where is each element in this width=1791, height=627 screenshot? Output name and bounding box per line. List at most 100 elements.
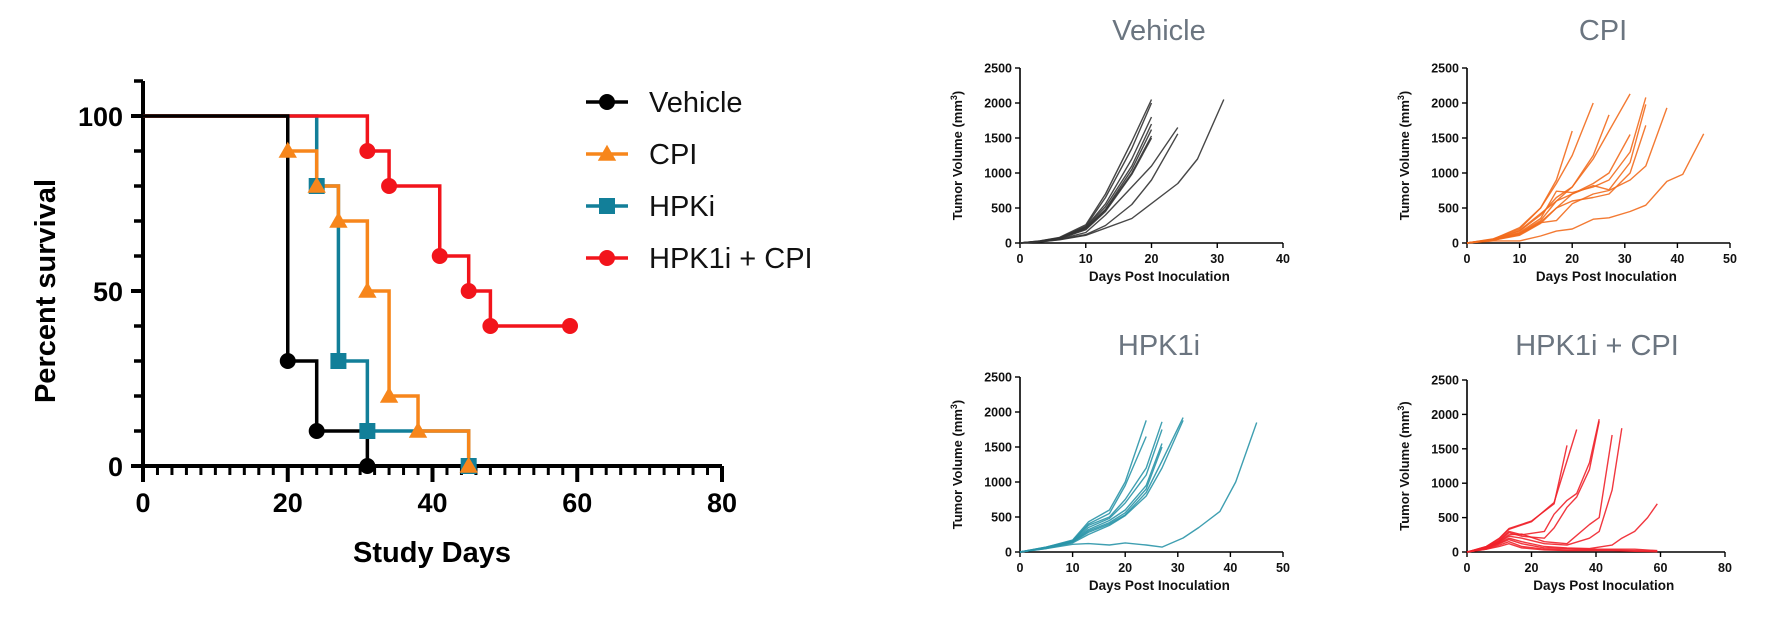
y-tick-label: 2500 [984,62,1012,76]
y-tick-label: 500 [1438,511,1459,525]
survival-line-vehicle [143,114,370,466]
growth-curve [1019,99,1225,244]
survival-marker-hpk1i-cpi [482,318,499,334]
survival-marker-cpi [358,281,377,298]
legend-item: HPKi [586,191,715,223]
y-tick-label: 2500 [1431,374,1459,388]
growth-curve [1466,538,1658,553]
legend-item: CPI [586,139,697,171]
y-axis-label-superscript: 3 [949,95,959,100]
x-tick-label: 0 [1464,561,1471,575]
x-tick-label: 40 [1276,252,1290,266]
growth-curve [1466,93,1631,244]
y-tick-label: 0 [1005,546,1012,560]
y-tick-label: 50 [93,277,123,307]
y-tick-label: 2000 [1431,408,1459,422]
legend-marker-triangle [597,144,617,161]
growth-curve [1466,104,1647,244]
x-tick-label: 40 [1589,561,1603,575]
survival-chart: 0 50 100 0 20 40 60 80 Percent survival Study D… [30,79,813,569]
x-axis-label: Days Post Inoculation [1536,269,1677,284]
survival-marker-hpk1i-cpi [359,143,376,159]
survival-marker-cpi [408,421,428,438]
survival-marker-vehicle [279,353,296,369]
x-axis-label: Days Post Inoculation [1089,578,1230,593]
survival-line-hpki [143,114,471,466]
y-tick-label: 1500 [1431,132,1459,146]
y-axis-label-end: ) [950,400,965,404]
y-axis-label-superscript: 3 [949,404,959,409]
legend-item: HPK1i + CPI [586,243,813,275]
legend-label: CPI [649,139,697,171]
y-tick-label: 1500 [984,132,1012,146]
x-tick-label: 10 [1079,252,1093,266]
panel-title: Vehicle [1112,15,1206,47]
survival-marker-cpi [307,176,326,193]
survival-marker-hpk1i-cpi [460,283,477,299]
y-tick-label: 2000 [984,97,1012,111]
y-axis-label-text: Tumor Volume (mm [950,409,965,529]
x-tick-label: 80 [707,488,737,518]
survival-marker-cpi [278,141,297,158]
y-axis-label: Tumor Volume (mm3) [1396,91,1412,221]
x-tick-label: 80 [1718,561,1732,575]
legend-marker-square [599,198,615,214]
panel-vehicle: Vehicle 0 500 1000 1500 2000 2500 0 10 20 30 40 Days… [949,15,1290,284]
x-tick-label: 40 [1670,252,1684,266]
y-tick-label: 2000 [984,406,1012,420]
legend-label: HPKi [649,191,715,223]
survival-marker-vehicle [308,423,325,439]
y-axis-label-end: ) [1397,401,1412,405]
x-axis-label: Days Post Inoculation [1533,578,1674,593]
panel-title: CPI [1579,15,1627,47]
legend-label: Vehicle [649,87,743,119]
y-tick-label: 2000 [1431,97,1459,111]
growth-curve [1466,434,1613,553]
y-tick-label: 500 [1438,202,1459,216]
growth-curve [1466,130,1573,244]
growth-curve [1466,133,1705,244]
growth-curve [1019,421,1163,553]
x-tick-label: 10 [1513,252,1527,266]
survival-x-axis-label: Study Days [353,537,511,569]
survival-axes: 0 50 100 0 20 40 60 80 [78,79,737,518]
survival-marker-vehicle [359,458,376,474]
panel-title: HPK1i [1118,330,1200,362]
survival-marker-hpk1i-cpi [431,248,448,264]
x-tick-label: 0 [1464,252,1471,266]
growth-curve [1019,422,1258,553]
x-tick-label: 0 [1017,252,1024,266]
survival-marker-hpk1i-cpi [562,318,579,334]
y-tick-label: 500 [991,511,1012,525]
x-tick-label: 40 [417,488,447,518]
y-axis-label-superscript: 3 [1396,406,1406,411]
survival-y-axis-label: Percent survival [30,179,62,403]
y-axis-label-end: ) [950,91,965,95]
panel-hpk1i: HPK1i 0 500 1000 1500 2000 2500 0 10 20 30 40 50 Days… [949,330,1290,593]
x-tick-label: 50 [1723,252,1737,266]
y-axis-label: Tumor Volume (mm3) [949,91,965,221]
x-tick-label: 20 [273,488,303,518]
x-tick-label: 30 [1171,561,1185,575]
legend-marker-circle [599,94,615,110]
panel-cpi: CPI 0 500 1000 1500 2000 2500 0 10 20 30 40 50 Days P… [1396,15,1737,284]
x-tick-label: 20 [1565,252,1579,266]
y-tick-label: 1000 [984,476,1012,490]
survival-marker-hpki [359,423,376,439]
growth-curve [1466,125,1647,244]
y-tick-label: 1500 [1431,442,1459,456]
growth-curve [1019,133,1179,244]
survival-marker-cpi [459,456,478,473]
y-axis-label: Tumor Volume (mm3) [949,400,965,530]
y-tick-label: 100 [78,102,123,132]
x-tick-label: 20 [1525,561,1539,575]
growth-curve [1466,543,1658,553]
panel-hpk1i-cpi: HPK1i + CPI 0 500 1000 1500 2000 2500 0 20 40 60 80… [1396,330,1732,593]
x-tick-label: 0 [1017,561,1024,575]
x-tick-label: 10 [1066,561,1080,575]
y-tick-label: 2500 [984,371,1012,385]
y-tick-label: 1500 [984,441,1012,455]
survival-marker-cpi [379,386,399,403]
